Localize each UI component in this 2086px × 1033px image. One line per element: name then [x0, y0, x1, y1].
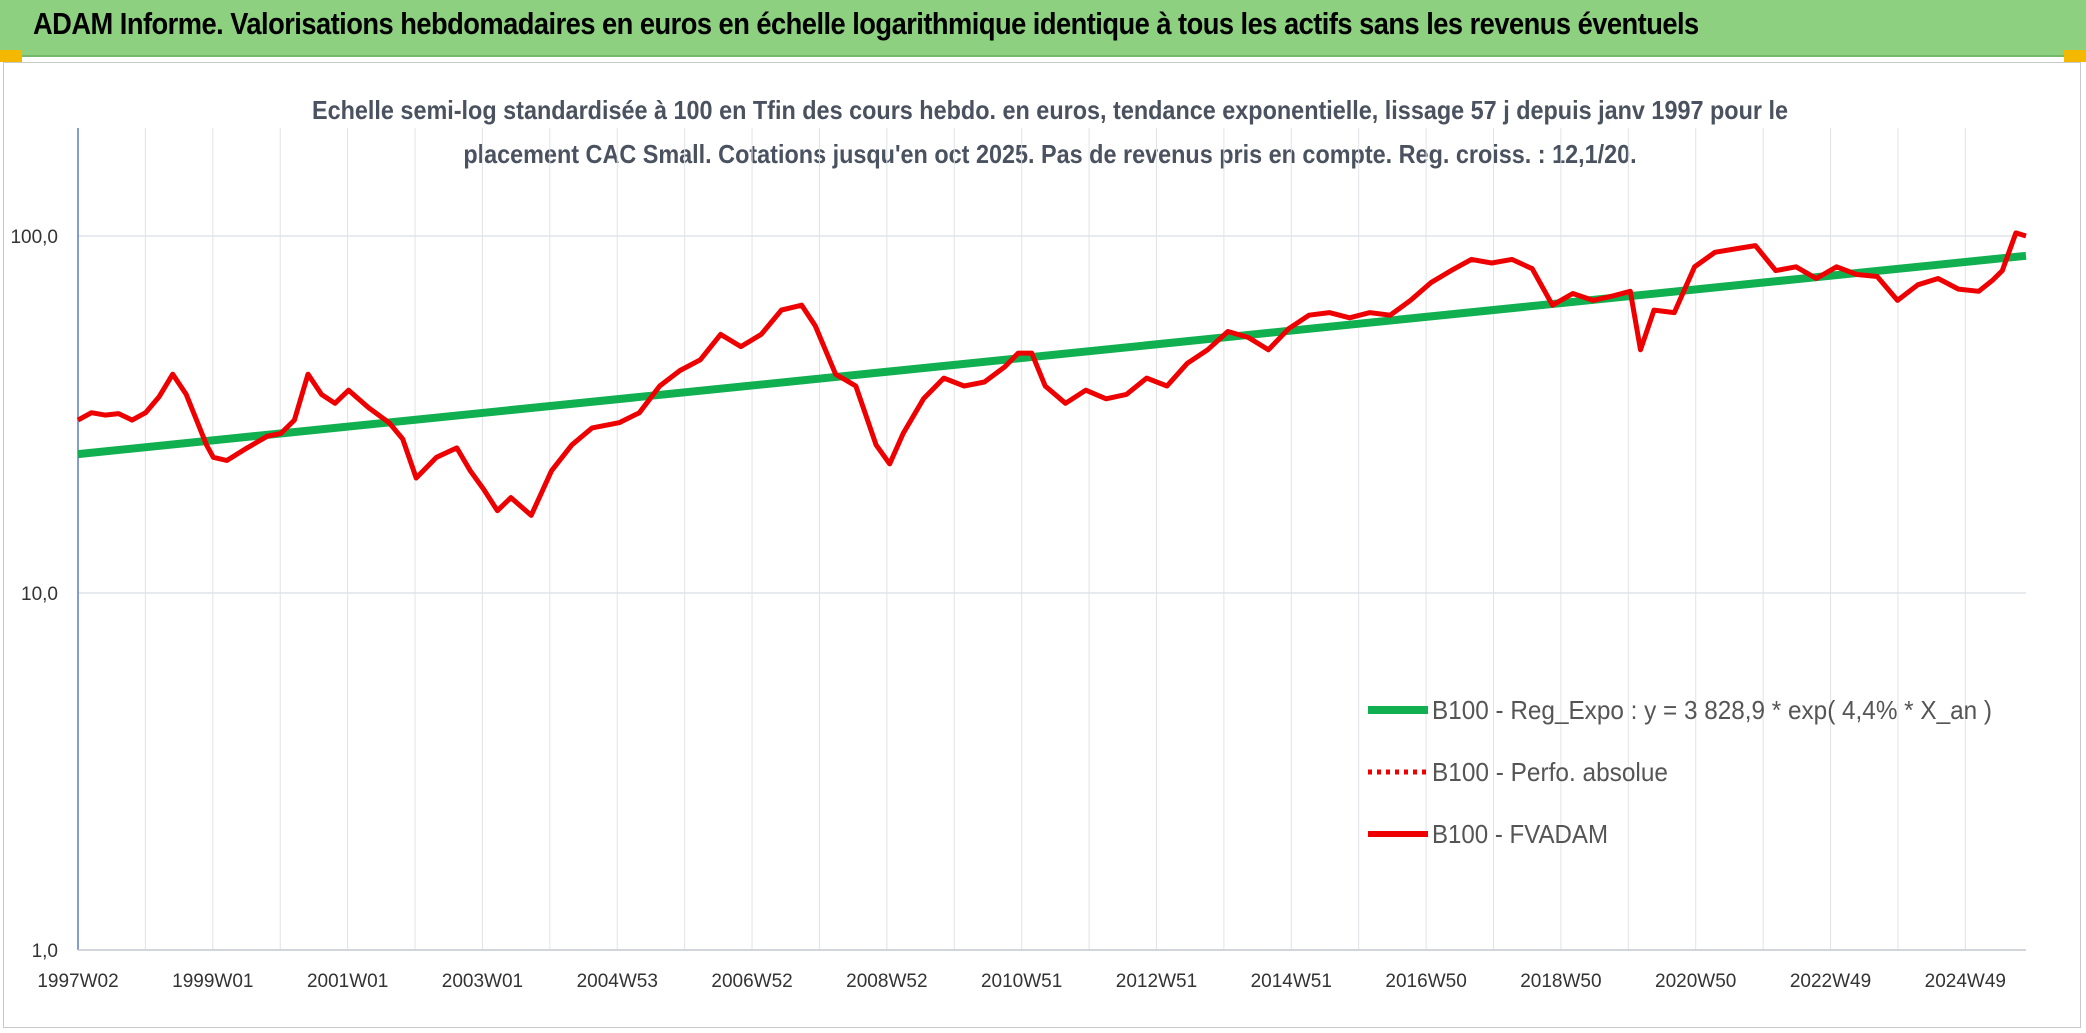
- header-bar: ADAM Informe. Valorisations hebdomadaire…: [0, 0, 2086, 57]
- chart-frame: [3, 62, 2081, 1028]
- x-tick-label: 1997W02: [37, 971, 118, 992]
- x-tick-label: 2006W52: [711, 971, 792, 992]
- x-tick-label: 2016W50: [1385, 971, 1466, 992]
- series-lines: [76, 230, 2027, 518]
- y-tick-label: 1,0: [32, 941, 58, 962]
- trend-line: [77, 251, 2027, 459]
- tick-labels: 1,0 10,0 100,0 1997W02 1999W01 2001W01 2003W01…: [10, 227, 2006, 992]
- x-tick-label: 2014W51: [1251, 971, 1332, 992]
- x-tick-label: 2004W53: [577, 971, 658, 992]
- chart-title-line-2: placement CAC Small. Cotations jusqu'en …: [463, 139, 1637, 169]
- legend-label: B100 - FVADAM: [1432, 819, 1608, 849]
- chart-title: Echelle semi-log standardisée à 100 en T…: [267, 88, 1833, 176]
- x-tick-label: 1999W01: [172, 971, 253, 992]
- corner-mark-right: [2064, 50, 2086, 62]
- header-title: ADAM Informe. Valorisations hebdomadaire…: [33, 6, 1699, 41]
- x-tick-label: 2012W51: [1116, 971, 1197, 992]
- fvadam-line: [76, 230, 2027, 518]
- y-tick-label: 100,0: [10, 227, 58, 248]
- grid-lines: [77, 128, 2026, 951]
- x-tick-label: 2008W52: [846, 971, 927, 992]
- x-tick-label: 2022W49: [1790, 971, 1871, 992]
- x-tick-label: 2024W49: [1925, 971, 2006, 992]
- legend-label: B100 - Reg_Expo : y = 3 828,9 * exp( 4,4…: [1432, 695, 1992, 725]
- x-tick-label: 2010W51: [981, 971, 1062, 992]
- x-tick-label: 2020W50: [1655, 971, 1736, 992]
- legend-label: B100 - Perfo. absolue: [1432, 757, 1668, 787]
- legend: B100 - Reg_Expo : y = 3 828,9 * exp( 4,4…: [1368, 695, 1992, 849]
- x-tick-label: 2001W01: [307, 971, 388, 992]
- y-tick-label: 10,0: [21, 584, 58, 605]
- x-tick-label: 2018W50: [1520, 971, 1601, 992]
- corner-mark-left: [0, 50, 22, 62]
- chart-title-line-1: Echelle semi-log standardisée à 100 en T…: [311, 95, 1788, 125]
- x-tick-label: 2003W01: [442, 971, 523, 992]
